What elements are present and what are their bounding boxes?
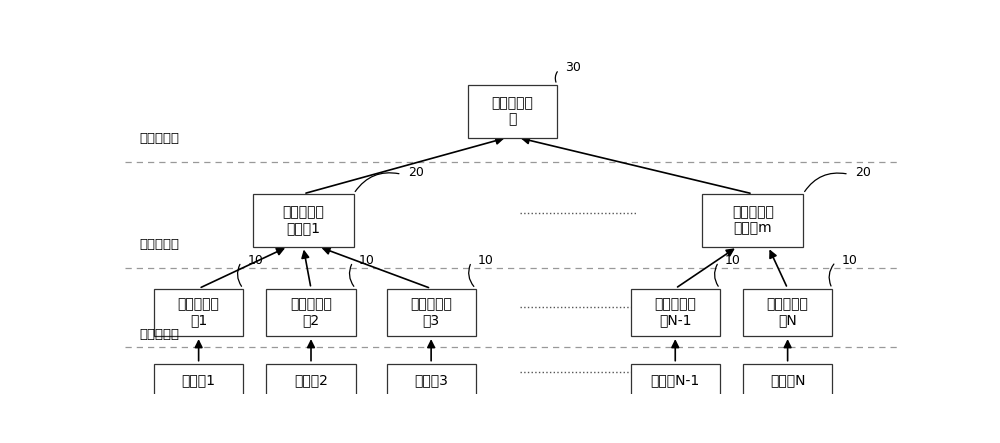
- Text: 20: 20: [408, 166, 424, 179]
- Bar: [631, 288, 720, 336]
- Bar: [154, 364, 243, 398]
- Text: 信息采集模
块2: 信息采集模 块2: [290, 297, 332, 327]
- Text: 绝缘子2: 绝缘子2: [294, 373, 328, 388]
- Bar: [253, 194, 354, 247]
- Bar: [743, 364, 832, 398]
- Text: 信息采集模
块N: 信息采集模 块N: [767, 297, 809, 327]
- Text: 集中管理模
块: 集中管理模 块: [492, 96, 533, 126]
- Bar: [468, 85, 557, 138]
- Text: 10: 10: [247, 254, 263, 267]
- Text: 信息采集模
块N-1: 信息采集模 块N-1: [654, 297, 696, 327]
- Text: 绝缘子1: 绝缘子1: [182, 373, 216, 388]
- Text: 区域识别通
信模块1: 区域识别通 信模块1: [282, 205, 324, 235]
- Bar: [387, 364, 476, 398]
- Text: 信息采集模
块1: 信息采集模 块1: [178, 297, 220, 327]
- Text: 区域识别通
信模块m: 区域识别通 信模块m: [732, 205, 774, 235]
- Bar: [266, 288, 356, 336]
- Text: 10: 10: [359, 254, 375, 267]
- Bar: [631, 364, 720, 398]
- Text: 绝缘子N-1: 绝缘子N-1: [651, 373, 700, 388]
- Bar: [266, 364, 356, 398]
- Bar: [154, 288, 243, 336]
- Text: 信息采集模
块3: 信息采集模 块3: [410, 297, 452, 327]
- Text: 20: 20: [855, 166, 871, 179]
- Text: 10: 10: [842, 254, 858, 267]
- Text: 10: 10: [478, 254, 494, 267]
- Text: 绝缘子N: 绝缘子N: [770, 373, 805, 388]
- Text: 集中管理层: 集中管理层: [139, 132, 179, 145]
- Text: 绝缘子3: 绝缘子3: [414, 373, 448, 388]
- Bar: [702, 194, 803, 247]
- Text: 中间转接层: 中间转接层: [139, 238, 179, 251]
- Bar: [387, 288, 476, 336]
- Text: 10: 10: [725, 254, 741, 267]
- Bar: [743, 288, 832, 336]
- Text: 30: 30: [565, 61, 581, 74]
- Text: 信息采集层: 信息采集层: [139, 328, 179, 341]
